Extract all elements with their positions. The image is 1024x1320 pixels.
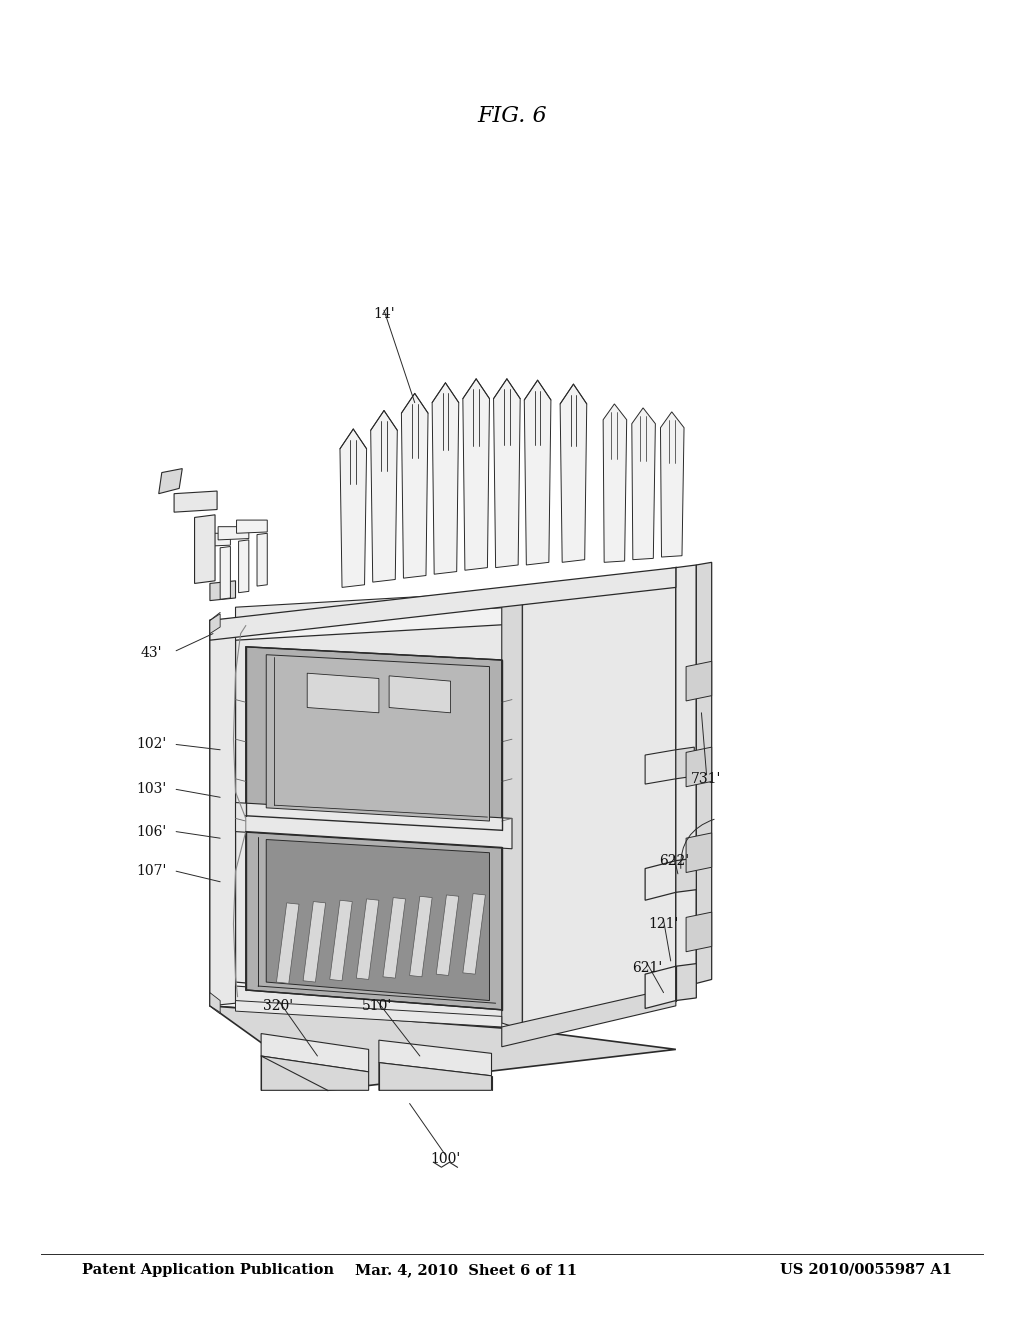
Text: 121': 121' (648, 917, 679, 931)
Polygon shape (676, 858, 696, 892)
Polygon shape (696, 562, 712, 983)
Polygon shape (645, 750, 676, 784)
Polygon shape (307, 673, 379, 713)
Polygon shape (645, 861, 676, 900)
Polygon shape (340, 429, 367, 587)
Polygon shape (236, 803, 512, 849)
Text: 102': 102' (136, 738, 167, 751)
Polygon shape (463, 894, 485, 974)
Text: 622': 622' (658, 854, 689, 867)
Text: 320': 320' (263, 999, 294, 1012)
Polygon shape (522, 568, 676, 1030)
Polygon shape (502, 591, 522, 1030)
Text: 14': 14' (373, 308, 395, 321)
Polygon shape (686, 661, 712, 701)
Polygon shape (560, 384, 587, 562)
Polygon shape (195, 515, 215, 583)
Polygon shape (676, 964, 696, 1001)
Polygon shape (210, 620, 236, 1006)
Polygon shape (632, 408, 655, 560)
Polygon shape (410, 896, 432, 977)
Polygon shape (645, 966, 676, 1008)
Polygon shape (210, 1006, 676, 1090)
Polygon shape (401, 393, 428, 578)
Text: 100': 100' (430, 1152, 461, 1166)
Polygon shape (239, 540, 249, 593)
Text: US 2010/0055987 A1: US 2010/0055987 A1 (780, 1263, 952, 1276)
Text: Patent Application Publication: Patent Application Publication (82, 1263, 334, 1276)
Polygon shape (236, 624, 510, 1006)
Polygon shape (356, 899, 379, 979)
Polygon shape (236, 1001, 502, 1027)
Polygon shape (660, 412, 684, 557)
Polygon shape (276, 903, 299, 983)
Polygon shape (237, 520, 267, 533)
Polygon shape (389, 676, 451, 713)
Text: 103': 103' (136, 783, 167, 796)
Polygon shape (603, 404, 627, 562)
Polygon shape (257, 533, 267, 586)
Polygon shape (371, 411, 397, 582)
Polygon shape (220, 546, 230, 599)
Text: 621': 621' (632, 961, 663, 974)
Polygon shape (676, 565, 696, 987)
Polygon shape (686, 912, 712, 952)
Text: 731': 731' (691, 772, 722, 785)
Polygon shape (494, 379, 520, 568)
Polygon shape (210, 993, 220, 1014)
Polygon shape (266, 840, 489, 1001)
Polygon shape (210, 581, 236, 601)
Text: Mar. 4, 2010  Sheet 6 of 11: Mar. 4, 2010 Sheet 6 of 11 (355, 1263, 577, 1276)
Polygon shape (261, 1056, 369, 1090)
Polygon shape (174, 491, 217, 512)
Polygon shape (432, 383, 459, 574)
Text: 107': 107' (136, 865, 167, 878)
Polygon shape (524, 380, 551, 565)
Polygon shape (210, 605, 522, 1030)
Polygon shape (266, 655, 489, 821)
Text: 43': 43' (141, 647, 162, 660)
Polygon shape (686, 747, 712, 787)
Polygon shape (236, 986, 512, 1023)
Polygon shape (436, 895, 459, 975)
Polygon shape (303, 902, 326, 982)
Text: FIG. 6: FIG. 6 (477, 106, 547, 127)
Polygon shape (379, 1040, 492, 1076)
Polygon shape (463, 379, 489, 570)
Polygon shape (246, 647, 502, 830)
Polygon shape (210, 614, 220, 634)
Polygon shape (330, 900, 352, 981)
Polygon shape (236, 591, 512, 623)
Text: 510': 510' (361, 999, 392, 1012)
Polygon shape (502, 987, 676, 1047)
Polygon shape (261, 1034, 369, 1072)
Polygon shape (159, 469, 182, 494)
Polygon shape (218, 527, 249, 540)
Polygon shape (210, 568, 676, 640)
Polygon shape (686, 833, 712, 873)
Text: 106': 106' (136, 825, 167, 838)
Polygon shape (676, 747, 694, 779)
Polygon shape (246, 832, 502, 1010)
Polygon shape (379, 1063, 492, 1090)
Polygon shape (200, 533, 230, 546)
Polygon shape (383, 898, 406, 978)
